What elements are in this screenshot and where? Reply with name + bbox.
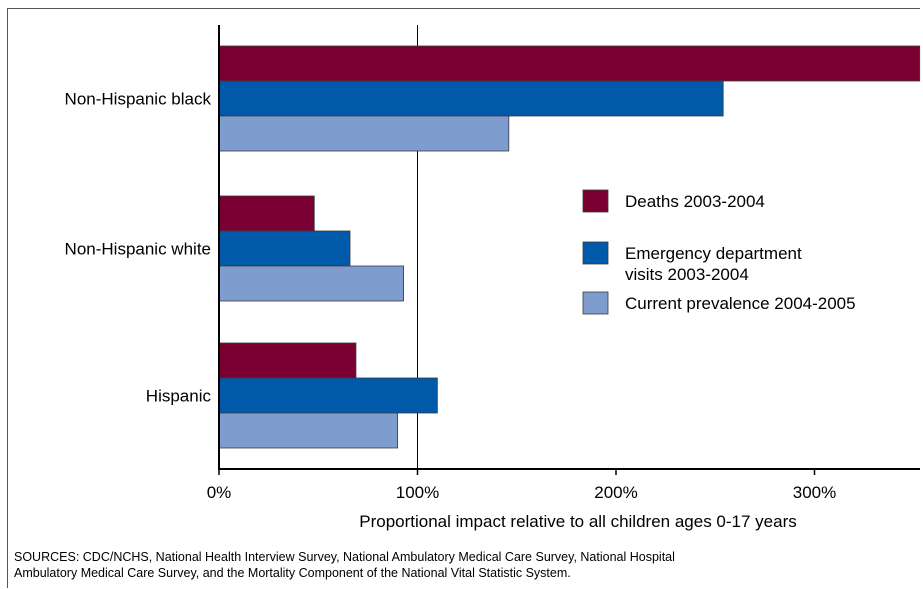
bar-1-1 [218, 230, 351, 267]
x-axis-title: Proportional impact relative to all chil… [359, 512, 797, 531]
bar-2-2 [218, 412, 399, 449]
legend-swatch [582, 189, 609, 213]
bar-2-1 [218, 377, 438, 414]
x-tick-label: 300% [793, 483, 836, 502]
category-label: Hispanic [146, 387, 212, 406]
legend-label: Current prevalence 2004-2005 [625, 294, 856, 313]
legend-label: Deaths 2003-2004 [625, 192, 765, 211]
figure-frame [7, 8, 920, 588]
bar-1-0 [218, 195, 315, 232]
bar-2-0 [218, 342, 357, 379]
bar-0-0 [218, 45, 921, 82]
bar-0-1 [218, 80, 724, 117]
x-tick-label: 0% [207, 483, 232, 502]
category-label: Non-Hispanic white [65, 240, 211, 259]
legend-swatch [582, 241, 609, 265]
x-tick-label: 200% [594, 483, 637, 502]
bar-0-2 [218, 115, 510, 152]
category-label: Non-Hispanic black [65, 90, 212, 109]
legend-label: Emergency department visits 2003-2004 [625, 244, 802, 284]
bar-1-2 [218, 265, 405, 302]
sources-line-1: SOURCES: CDC/NCHS, National Health Inter… [14, 550, 675, 564]
sources-line-2: Ambulatory Medical Care Survey, and the … [14, 566, 571, 580]
x-tick-label: 100% [396, 483, 439, 502]
legend-swatch [582, 291, 609, 315]
